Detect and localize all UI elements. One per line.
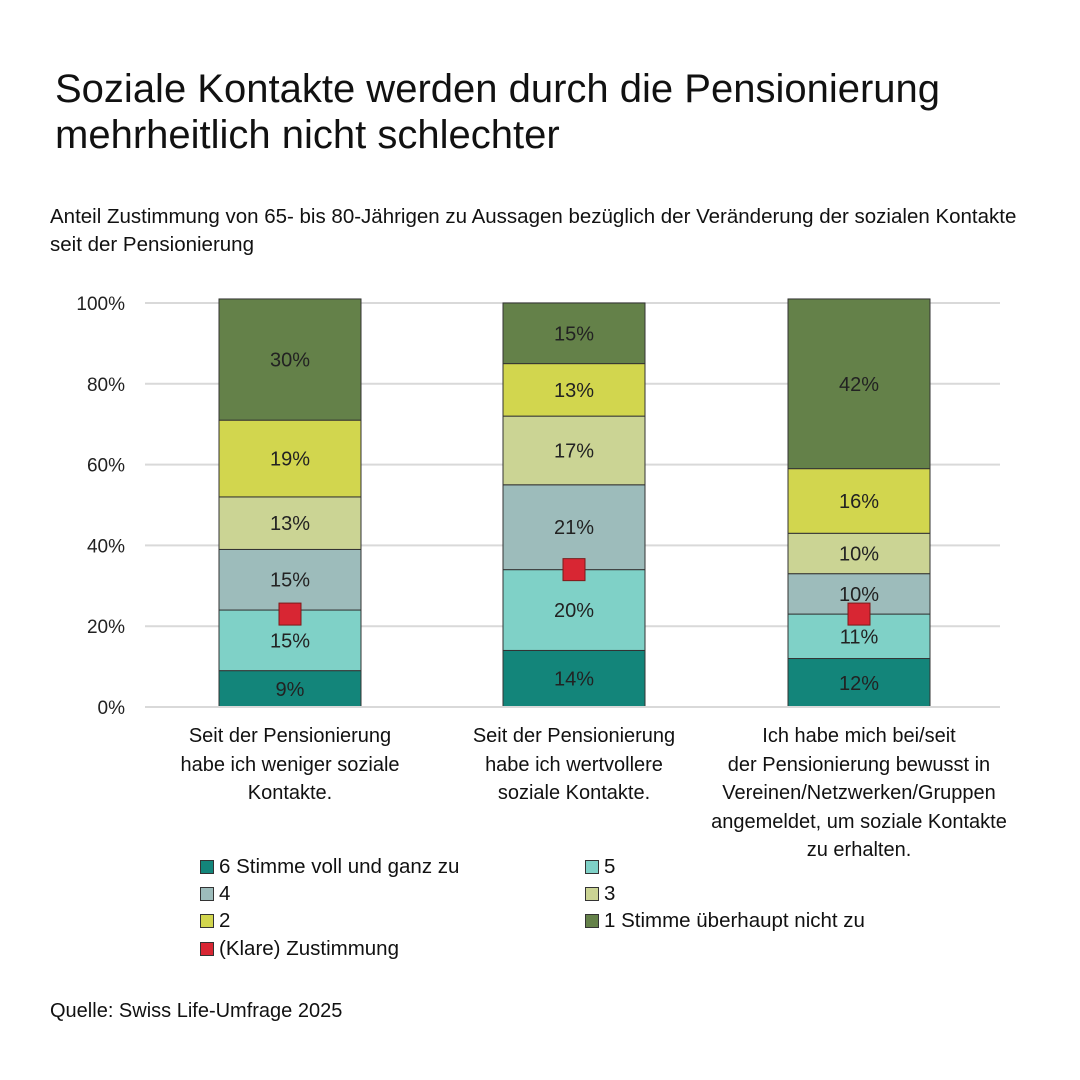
bar-segment: [502, 415, 646, 486]
legend-swatch: [585, 914, 599, 928]
y-tick-label: 0%: [98, 698, 126, 719]
chart-subtitle: Anteil Zustimmung von 65- bis 80-Jährige…: [50, 205, 1017, 256]
agreement-marker: [847, 602, 871, 626]
source-note: Quelle: Swiss Life-Umfrage 2025: [50, 1000, 343, 1022]
legend-label: 6 Stimme voll und ganz zu: [219, 855, 460, 878]
category-label-line: Kontakte.: [247, 782, 333, 804]
category-label-line: Ich habe mich bei/seit: [762, 725, 956, 747]
data-label: 13%: [554, 380, 594, 402]
legend-label: 5: [604, 855, 616, 878]
data-label: 15%: [554, 323, 594, 345]
legend-item: 2: [200, 909, 230, 933]
y-tick-label: 100%: [76, 294, 125, 315]
legend-label: (Klare) Zustimmung: [219, 937, 399, 960]
legend-item: 5: [585, 855, 615, 879]
agreement-marker: [562, 558, 586, 582]
category-label: Ich habe mich bei/seit der Pensionierung …: [684, 722, 1034, 865]
legend-swatch: [200, 942, 214, 956]
legend-swatch: [200, 914, 214, 928]
bar-segment: [787, 468, 931, 534]
data-label: 16%: [839, 491, 879, 513]
data-label: 17%: [554, 440, 594, 462]
data-label: 19%: [270, 449, 310, 471]
y-tick-label: 20%: [87, 617, 125, 638]
category-label-line: Seit der Pensionierung: [188, 725, 392, 747]
data-label: 15%: [270, 630, 310, 652]
data-label: 20%: [554, 600, 594, 622]
category-label-line: zu erhalten.: [806, 839, 912, 861]
bar-segment: [502, 484, 646, 571]
legend-item: 3: [585, 882, 615, 906]
bar-segment: [502, 363, 646, 417]
legend-label: 3: [604, 882, 616, 905]
data-label: 42%: [839, 374, 879, 396]
data-label: 15%: [270, 570, 310, 592]
chart-title: Soziale Kontakte werden durch die Pensio…: [55, 67, 941, 157]
bar-segment: [502, 302, 646, 365]
category-label-line: soziale Kontakte.: [497, 782, 651, 804]
bar-segment: [218, 298, 362, 421]
legend-swatch: [585, 860, 599, 874]
bar-segment: [502, 649, 646, 708]
y-tick-label: 80%: [87, 375, 125, 396]
y-tick-label: 60%: [87, 456, 125, 477]
agreement-marker: [278, 602, 302, 626]
data-label: 21%: [554, 517, 594, 539]
data-label: 30%: [270, 350, 310, 372]
category-label: Seit der Pensionierung habe ich wertvolle…: [399, 722, 749, 808]
category-label-line: Seit der Pensionierung: [472, 725, 676, 747]
y-tick-label: 40%: [87, 536, 125, 557]
data-label: 11%: [840, 626, 879, 648]
legend-swatch: [200, 887, 214, 901]
legend-item: 1 Stimme überhaupt nicht zu: [585, 909, 865, 933]
bar-segment: [502, 569, 646, 651]
bar-segment: [787, 532, 931, 575]
data-label: 13%: [270, 513, 310, 535]
category-label-line: Vereinen/Netzwerken/Gruppen: [722, 782, 996, 804]
data-label: 14%: [554, 669, 594, 691]
legend-swatch: [200, 860, 214, 874]
data-label: 10%: [839, 584, 879, 606]
legend-label: 1 Stimme überhaupt nicht zu: [604, 909, 865, 932]
category-label-line: der Pensionierung bewusst in: [727, 753, 991, 776]
legend-swatch: [585, 887, 599, 901]
bar-segment: [218, 670, 362, 708]
bar-segment: [218, 548, 362, 611]
category-label: Seit der Pensionierung habe ich weniger s…: [115, 722, 465, 808]
legend-item: 6 Stimme voll und ganz zu: [200, 855, 459, 879]
legend-label: 2: [219, 909, 231, 932]
legend-item: (Klare) Zustimmung: [200, 937, 399, 961]
bar-segment: [218, 496, 362, 550]
data-label: 10%: [839, 543, 879, 565]
legend-label: 4: [219, 882, 231, 905]
category-label-line: habe ich weniger soziale: [180, 753, 400, 776]
category-label-line: angemeldet, um soziale Kontakte: [711, 810, 1007, 833]
legend-item: 4: [200, 882, 230, 906]
data-label: 9%: [276, 679, 305, 701]
category-label-line: habe ich wertvollere: [485, 753, 663, 776]
data-label: 12%: [839, 673, 879, 695]
bar-segment: [787, 298, 931, 470]
